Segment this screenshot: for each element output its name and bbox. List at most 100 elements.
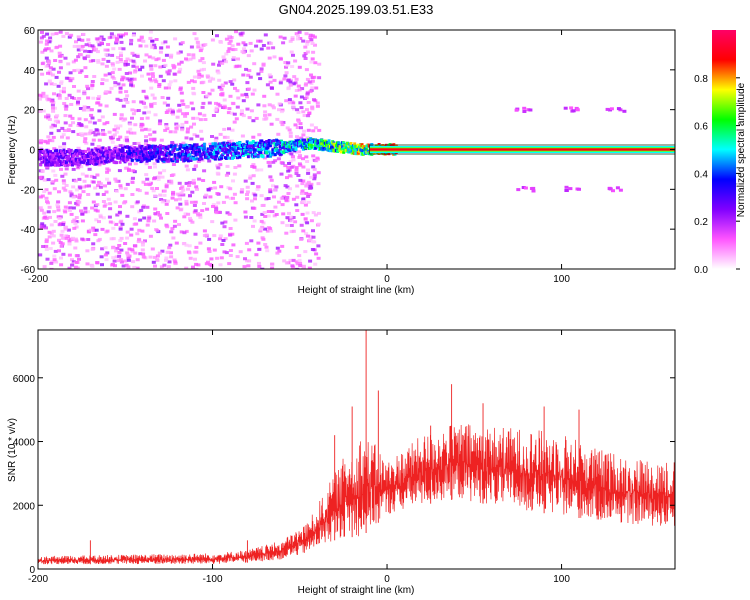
spectrogram-cell [233, 86, 237, 90]
spectrogram-cell [103, 253, 108, 257]
spectrogram-cell [159, 46, 164, 50]
spectrogram-cell [74, 216, 79, 219]
spectrogram-cell [232, 78, 237, 82]
harmonic-cell [564, 185, 569, 189]
spectrogram-cell [207, 79, 212, 83]
spectrogram-cell [106, 197, 111, 201]
spectrogram-cell [152, 177, 156, 181]
spectrogram-cell [160, 200, 165, 204]
spectrogram-cell [101, 57, 106, 61]
spectrogram-cell [60, 154, 63, 158]
spectrogram-cell [246, 152, 250, 156]
spectrogram-cell [139, 36, 144, 40]
spectrogram-cell [214, 136, 219, 140]
spectrogram-cell [96, 239, 101, 243]
spectrogram-cell [144, 139, 149, 143]
spectrogram-cell [184, 229, 189, 233]
spectrogram-cell [47, 230, 52, 234]
spectrogram-cell [171, 159, 175, 163]
spectrogram-cell [307, 192, 312, 196]
spectrogram-cell [272, 188, 277, 192]
spectrogram-cell [76, 89, 81, 93]
spectrogram-cell [183, 114, 188, 118]
spectrogram-cell [306, 128, 311, 132]
spectrogram-cell [226, 153, 230, 157]
spectrogram-cell [283, 61, 288, 64]
spectrogram-cell [307, 80, 312, 84]
spectrogram-cell [204, 193, 209, 197]
spectrogram-cell [247, 248, 252, 252]
spectrogram-cell [143, 127, 148, 131]
spectrogram-cell [68, 79, 73, 83]
spectrogram-cell [347, 147, 351, 151]
spectrogram-cell [235, 144, 239, 147]
spectrogram-cell [51, 180, 56, 183]
spectrogram-cell [118, 46, 123, 50]
spectrogram-cell [107, 146, 111, 150]
spectrogram-cell [300, 87, 305, 91]
x-tick-label: 100 [553, 274, 570, 285]
spectrogram-cell [79, 165, 84, 169]
spectrogram-cell [68, 163, 72, 167]
spectrogram-cell [202, 169, 207, 173]
spectrogram-cell [173, 219, 178, 223]
spectrogram-cell [244, 67, 249, 71]
spectrogram-cell [121, 83, 126, 87]
spectrogram-cell [115, 60, 120, 64]
spectrogram-cell [63, 163, 67, 167]
spectrogram-cell [195, 134, 200, 138]
spectrogram-cell [219, 185, 224, 189]
spectrogram-cell [61, 179, 66, 183]
spectrogram-cell [72, 97, 77, 100]
spectrogram-cell [147, 128, 152, 132]
spectrogram-cell [106, 59, 111, 63]
spectrogram-cell [79, 53, 84, 57]
colorbar-gradient [712, 30, 736, 269]
harmonic-cell [571, 109, 576, 113]
spectrogram-cell [169, 230, 174, 234]
spectrogram-cell [311, 165, 316, 169]
spectrogram-cell [311, 129, 316, 133]
spectrogram-cell [111, 47, 116, 51]
spectrogram-cell [178, 50, 183, 54]
spectrogram-cell [90, 206, 95, 210]
spectrogram-cell [210, 220, 215, 224]
spectrogram-cell [41, 34, 46, 38]
spectrogram-cell [131, 100, 136, 104]
spectrogram-cell [192, 92, 197, 96]
spectrogram-cell [91, 242, 96, 246]
spectrogram-cell [173, 79, 178, 83]
spectrogram-cell [175, 206, 180, 210]
spectrogram-cell [228, 187, 233, 191]
spectrogram-cell [151, 260, 156, 264]
spectrogram-cell [275, 246, 280, 250]
spectrogram-cell [96, 40, 101, 44]
spectrogram-cell [309, 182, 314, 186]
spectrogram-cell [310, 107, 315, 111]
spectrogram-cell [260, 267, 265, 269]
spectrogram-cell [50, 260, 55, 264]
spectrogram-cell [262, 156, 267, 160]
spectrogram-cell [38, 110, 43, 113]
spectrogram-cell [107, 130, 112, 134]
spectrogram-cell [57, 54, 62, 58]
spectrogram-cell [310, 144, 314, 148]
spectrogram-cell [51, 109, 56, 113]
spectrogram-cell [277, 108, 281, 112]
spectrogram-cell [191, 86, 196, 90]
spectrogram-cell [178, 67, 183, 71]
spectrogram-cell [268, 190, 273, 194]
spectrogram-cell [224, 173, 229, 177]
spectrogram-cell [92, 121, 97, 125]
spectrogram-cell [51, 106, 55, 110]
spectrogram-cell [126, 130, 131, 134]
spectrogram-cell [306, 168, 310, 172]
spectrogram-cell [117, 67, 122, 71]
spectrogram-cell [116, 126, 120, 130]
spectrogram-cell [197, 75, 202, 79]
spectrogram-cell [173, 146, 177, 150]
spectrogram-cell [38, 93, 43, 97]
spectrogram-cell [257, 261, 261, 265]
spectrogram-marks [38, 30, 675, 269]
